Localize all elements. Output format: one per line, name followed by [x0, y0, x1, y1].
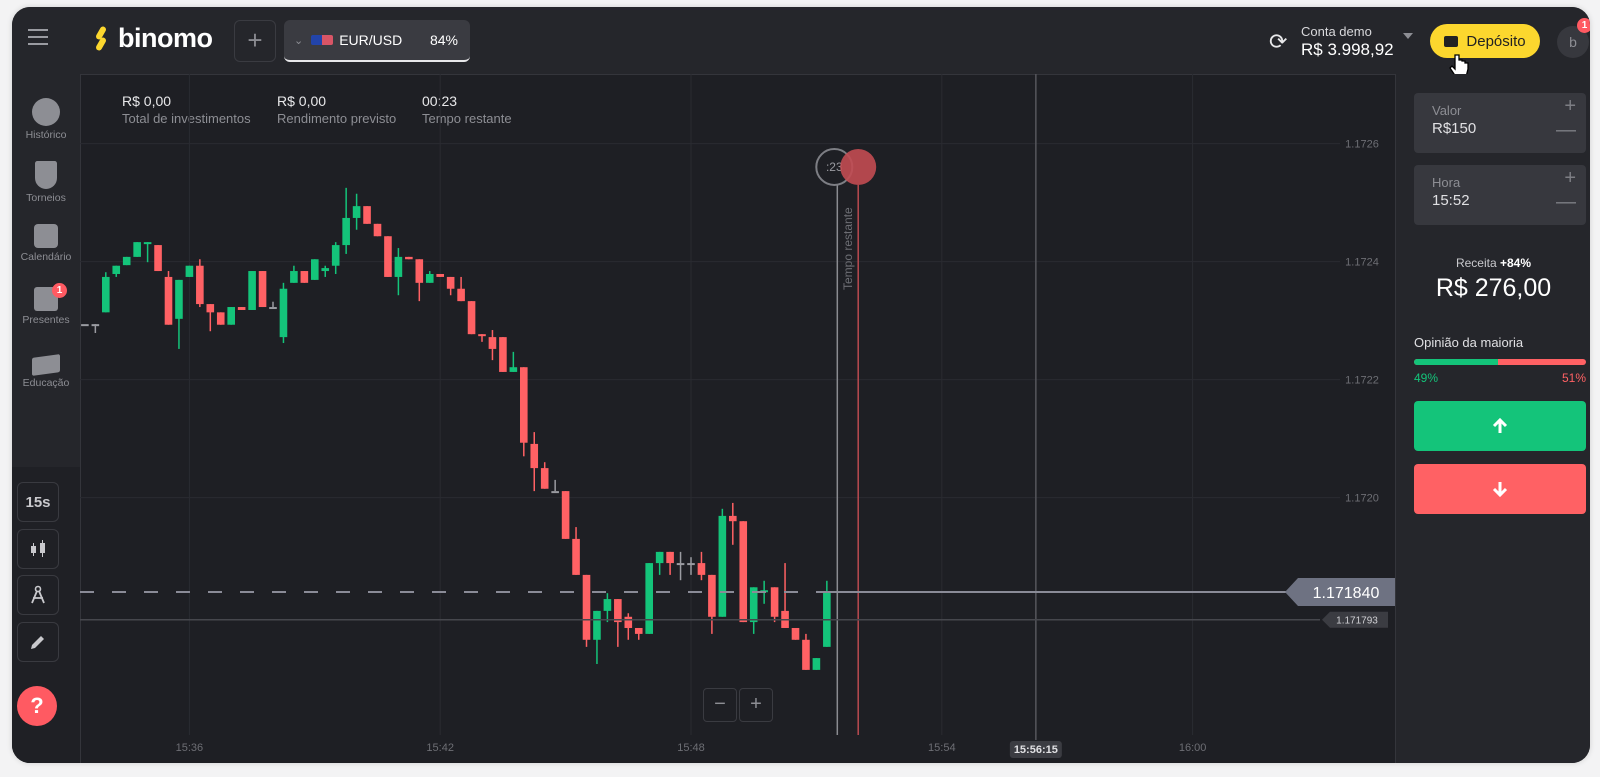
wallet-icon: [1444, 35, 1459, 47]
revenue-label: Receita: [1455, 256, 1497, 270]
compass-icon: [31, 585, 45, 604]
candles-icon: [31, 540, 45, 557]
sidebar-item-calendario[interactable]: Calendário: [12, 224, 80, 263]
sidebar-item-label: Presentes: [22, 314, 70, 326]
sidebar-item-torneios[interactable]: Torneios: [12, 161, 80, 204]
draw-button[interactable]: [17, 622, 59, 662]
stat-expected-yield: R$ 0,00 Rendimento previsto: [277, 93, 396, 126]
presentes-badge: 1: [52, 283, 67, 298]
left-sidebar: Histórico Torneios Calendário Presentes …: [12, 74, 81, 763]
revenue-value: R$ 276,00: [1435, 274, 1552, 302]
stat-label: Total de investimentos: [122, 111, 251, 126]
time-plus-button[interactable]: +: [1564, 167, 1576, 189]
time-minus-button[interactable]: —: [1556, 191, 1576, 213]
revenue-percent: +84%: [1500, 256, 1532, 270]
revenue-heading: Receita +84%: [1396, 256, 1590, 270]
top-bar: binomo + ⌄ EUR/USD 84% ⟳ Conta demo R$ 3…: [12, 7, 1590, 78]
up-button[interactable]: [1414, 401, 1586, 451]
majority-bar-fill: [1414, 359, 1499, 365]
arrow-up-icon: [1492, 417, 1508, 433]
amount-plus-button[interactable]: +: [1564, 95, 1576, 117]
logo[interactable]: binomo: [92, 23, 213, 54]
chart-type-button[interactable]: [17, 529, 59, 569]
sidebar-item-label: Histórico: [25, 129, 67, 141]
eu-us-flag-icon: [311, 35, 334, 45]
chevron-down-icon: ⌄: [294, 34, 304, 47]
binomo-logo-icon: [96, 26, 106, 50]
time-field[interactable]: Hora 15:52 + —: [1414, 165, 1586, 225]
sidebar-item-label: Torneios: [26, 192, 66, 204]
sidebar-item-label: Educação: [22, 377, 70, 389]
stat-value: R$ 0,00: [277, 93, 327, 109]
app-window: binomo + ⌄ EUR/USD 84% ⟳ Conta demo R$ 3…: [12, 7, 1590, 763]
zoom-in-button[interactable]: +: [739, 688, 773, 722]
add-asset-button[interactable]: +: [234, 20, 276, 62]
help-button[interactable]: ?: [17, 686, 57, 726]
account-selector[interactable]: Conta demo R$ 3.998,92: [1301, 24, 1394, 60]
logo-text: binomo: [118, 23, 213, 53]
timeframe-button[interactable]: 15s: [17, 482, 59, 522]
stat-total-investments: R$ 0,00 Total de investimentos: [122, 93, 251, 126]
stat-value: R$ 0,00: [122, 93, 172, 109]
time-value[interactable]: 15:52: [1432, 192, 1470, 209]
pencil-icon: [31, 636, 44, 649]
down-button[interactable]: [1414, 464, 1586, 514]
graduation-cap-icon: [32, 354, 60, 376]
stat-label: Rendimento previsto: [277, 111, 397, 126]
refresh-icon[interactable]: ⟳: [1269, 29, 1288, 54]
sidebar-item-label: Calendário: [20, 251, 72, 263]
indicators-button[interactable]: [17, 575, 59, 615]
amount-label: Valor: [1432, 103, 1462, 118]
zoom-out-button[interactable]: −: [703, 688, 737, 722]
account-balance: R$ 3.998,92: [1301, 40, 1394, 59]
stat-time-remaining: 00:23 Tempo restante: [422, 93, 512, 126]
deposit-label: Depósito: [1466, 32, 1526, 50]
trophy-icon: [35, 161, 57, 189]
calendar-icon: [34, 224, 58, 248]
caret-down-icon[interactable]: [1403, 33, 1413, 39]
sidebar-item-historico[interactable]: Histórico: [12, 98, 80, 141]
avatar-badge: 1: [1577, 18, 1590, 33]
asset-name: EUR/USD: [339, 32, 403, 48]
sidebar-item-educacao[interactable]: Educação: [12, 350, 80, 389]
asset-payout: 84%: [429, 32, 458, 48]
hamburger-icon[interactable]: [28, 24, 48, 50]
stat-value: 00:23: [422, 93, 458, 109]
time-label: Hora: [1432, 175, 1461, 190]
amount-value[interactable]: R$150: [1432, 120, 1477, 137]
stat-label: Tempo restante: [422, 111, 512, 126]
amount-minus-button[interactable]: —: [1556, 119, 1576, 141]
clock-icon: [32, 98, 60, 126]
amount-field[interactable]: Valor R$150 + —: [1414, 93, 1586, 153]
hand-cursor-icon: [1449, 54, 1469, 78]
majority-down-percent: 51%: [1561, 371, 1586, 385]
sidebar-item-presentes[interactable]: Presentes 1: [12, 283, 80, 326]
majority-up-percent: 49%: [1414, 371, 1439, 385]
majority-label: Opinião da maioria: [1414, 335, 1524, 350]
majority-bar: [1414, 359, 1586, 365]
account-label: Conta demo: [1301, 24, 1372, 39]
deposit-button[interactable]: Depósito: [1430, 24, 1540, 58]
trade-panel: Valor R$150 + — Hora 15:52 + — Receita +…: [1395, 74, 1590, 763]
arrow-down-icon: [1492, 482, 1508, 498]
asset-selector[interactable]: ⌄ EUR/USD 84%: [284, 20, 470, 62]
